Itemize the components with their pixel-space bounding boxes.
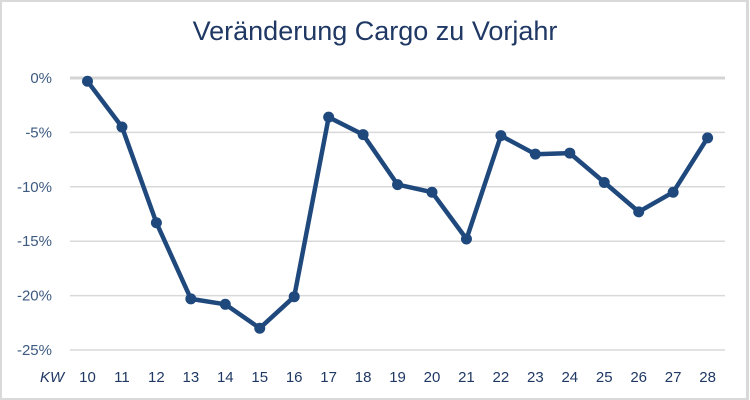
x-tick-label: 15 (251, 369, 268, 386)
y-tick-label: -5% (25, 124, 52, 141)
y-axis-labels: 0% -5% -10% -15% -20% -25% (17, 70, 52, 359)
x-tick-label: 11 (114, 369, 130, 386)
x-tick-label: 12 (148, 369, 165, 386)
data-point (564, 147, 576, 159)
x-tick-label: 20 (424, 369, 441, 386)
x-tick-label: 27 (665, 369, 682, 386)
x-tick-label: 17 (320, 369, 337, 386)
x-tick-label: 14 (217, 369, 234, 386)
data-point (185, 293, 197, 305)
data-point (702, 132, 714, 144)
y-tick-label: 0% (30, 70, 52, 87)
data-point (460, 233, 472, 245)
x-tick-label: 22 (493, 369, 510, 386)
x-tick-label: 25 (596, 369, 613, 386)
x-tick-label: 24 (561, 369, 578, 386)
x-axis-labels: 10 11 12 13 14 15 16 17 18 19 20 21 22 23 24 25 26 27 28 (79, 369, 716, 386)
data-point (357, 129, 369, 141)
x-tick-label: 19 (389, 369, 406, 386)
x-axis-title: KW (40, 369, 66, 386)
data-point (219, 298, 231, 310)
x-tick-label: 16 (286, 369, 303, 386)
data-point (254, 322, 266, 334)
data-point (82, 75, 93, 87)
series-line (85, 79, 710, 331)
y-tick-label: -15% (17, 233, 52, 250)
chart-title: Veränderung Cargo zu Vorjahr (192, 16, 558, 46)
x-tick-label: 13 (183, 369, 200, 386)
x-tick-label: 10 (79, 369, 96, 386)
gridlines (70, 76, 725, 351)
data-point (150, 217, 162, 229)
x-tick-label: 18 (355, 369, 372, 386)
data-point (426, 186, 438, 198)
y-tick-label: -10% (17, 179, 52, 196)
data-point (288, 291, 300, 303)
data-point (529, 148, 541, 160)
x-tick-label: 28 (699, 369, 716, 386)
y-tick-label: -25% (17, 342, 52, 359)
data-point (116, 121, 128, 133)
data-point (598, 176, 610, 188)
data-point (495, 130, 507, 142)
x-tick-label: 26 (630, 369, 647, 386)
y-tick-label: -20% (17, 288, 52, 305)
x-tick-label: 21 (458, 369, 475, 386)
data-point (392, 179, 404, 191)
data-point (667, 186, 679, 198)
data-point (633, 206, 645, 218)
data-point-markers (82, 75, 714, 334)
x-tick-label: 23 (527, 369, 544, 386)
data-point (323, 111, 335, 123)
